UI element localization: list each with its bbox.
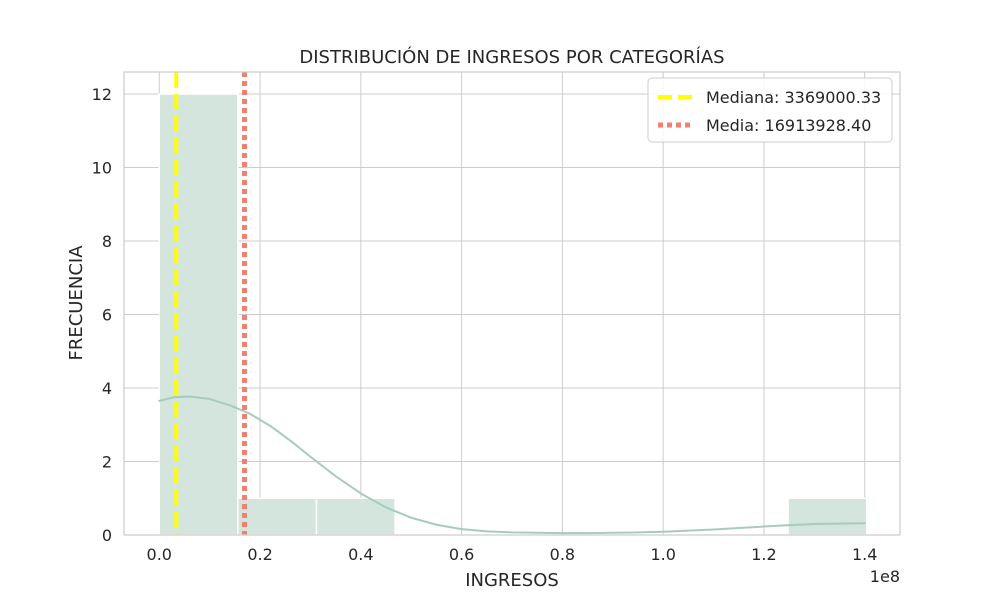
kde-curve (158, 395, 866, 535)
kde-line (158, 395, 866, 535)
x-tick-label: 0.4 (348, 545, 373, 564)
histogram-bar (315, 497, 396, 536)
legend-label-mean: Media: 16913928.40 (706, 116, 871, 135)
y-tick-label: 8 (102, 232, 112, 251)
x-axis-title: INGRESOS (465, 570, 559, 591)
x-tick-label: 0.0 (147, 545, 172, 564)
x-offset-label: 1e8 (870, 567, 900, 586)
legend: Mediana: 3369000.33 Media: 16913928.40 (647, 77, 893, 143)
plot-frame (123, 71, 901, 536)
y-axis-title: FRECUENCIA (66, 245, 87, 361)
histogram-bars (158, 93, 868, 536)
y-tick-label: 0 (102, 526, 112, 545)
legend-label-median: Mediana: 3369000.33 (706, 88, 881, 107)
x-tick-label: 1.4 (852, 545, 877, 564)
y-tick-label: 12 (92, 85, 112, 104)
grid (124, 72, 900, 536)
y-tick-label: 10 (92, 159, 112, 178)
y-tick-label: 4 (102, 379, 112, 398)
x-tick-label: 1.0 (650, 545, 675, 564)
x-tick-labels: 0.0 0.2 0.4 0.6 0.8 1.0 1.2 1.4 (147, 545, 878, 564)
y-tick-label: 2 (102, 453, 112, 472)
y-tick-label: 6 (102, 306, 112, 325)
reference-lines (174, 72, 248, 535)
histogram-bar (237, 497, 318, 536)
x-tick-label: 0.6 (449, 545, 474, 564)
x-tick-label: 1.2 (751, 545, 776, 564)
x-tick-label: 0.2 (247, 545, 272, 564)
y-tick-labels: 0 2 4 6 8 10 12 (92, 85, 112, 545)
x-tick-label: 0.8 (550, 545, 575, 564)
histogram-bar (158, 93, 239, 536)
histogram-bar (787, 497, 868, 536)
legend-box (647, 77, 893, 143)
chart-title: DISTRIBUCIÓN DE INGRESOS POR CATEGORÍAS (299, 46, 724, 68)
